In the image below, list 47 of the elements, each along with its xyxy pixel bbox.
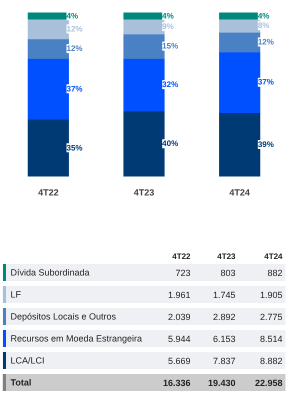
data-label: 5.944 xyxy=(168,334,191,344)
data-label: 723 xyxy=(175,268,191,278)
data-label: 37% xyxy=(258,78,274,87)
data-label: 39% xyxy=(258,140,274,150)
data-label: 19.430 xyxy=(208,378,236,388)
data-label: 2.892 xyxy=(212,312,236,322)
legend-label: Depósitos Locais e Outros xyxy=(10,312,117,322)
data-label: 1.745 xyxy=(212,290,236,300)
bar xyxy=(28,18,69,40)
data-label: 40% xyxy=(162,139,178,148)
data-label: 2.039 xyxy=(168,312,191,322)
legend-label: LCA/LCI xyxy=(10,356,45,366)
data-label: 5.669 xyxy=(168,356,191,366)
legend-label: Total xyxy=(10,378,32,388)
data-label: 1.905 xyxy=(260,290,283,300)
category-label: 4T24 xyxy=(264,252,284,261)
data-label: 882 xyxy=(267,268,283,278)
data-label: 8.514 xyxy=(260,334,283,344)
data-label: 803 xyxy=(220,268,236,278)
data-label: 8% xyxy=(258,21,270,30)
legend-label: LF xyxy=(10,290,22,300)
data-label: 37% xyxy=(66,84,83,94)
data-label: 9% xyxy=(162,22,174,31)
data-label: 4% xyxy=(258,11,270,20)
data-label: 22.958 xyxy=(254,378,283,388)
bar xyxy=(28,38,69,59)
category-label: 4T23 xyxy=(217,252,236,261)
data-label: 4% xyxy=(66,11,78,20)
legend-label: Recursos em Moeda Estrangeira xyxy=(10,334,142,344)
x-tick-label: 4T22 xyxy=(38,188,59,198)
category-label: 4T22 xyxy=(172,252,192,261)
data-label: 12% xyxy=(258,38,274,47)
legend-label: Dívida Subordinada xyxy=(10,268,90,278)
data-label: 16.336 xyxy=(162,378,191,388)
data-label: 35% xyxy=(66,143,83,152)
data-label: 12% xyxy=(66,24,83,34)
data-label: 2.775 xyxy=(260,312,283,322)
data-label: 6.153 xyxy=(212,334,236,344)
data-label: 8.882 xyxy=(260,356,283,366)
data-label: 32% xyxy=(162,80,178,90)
data-label: 7.837 xyxy=(212,356,236,366)
x-tick-label: 4T24 xyxy=(229,188,250,198)
data-label: 4% xyxy=(162,11,174,20)
x-tick-label: 4T23 xyxy=(134,188,154,198)
data-label: 12% xyxy=(66,44,83,54)
data-label: 15% xyxy=(162,42,178,51)
data-label: 1.961 xyxy=(168,290,191,300)
